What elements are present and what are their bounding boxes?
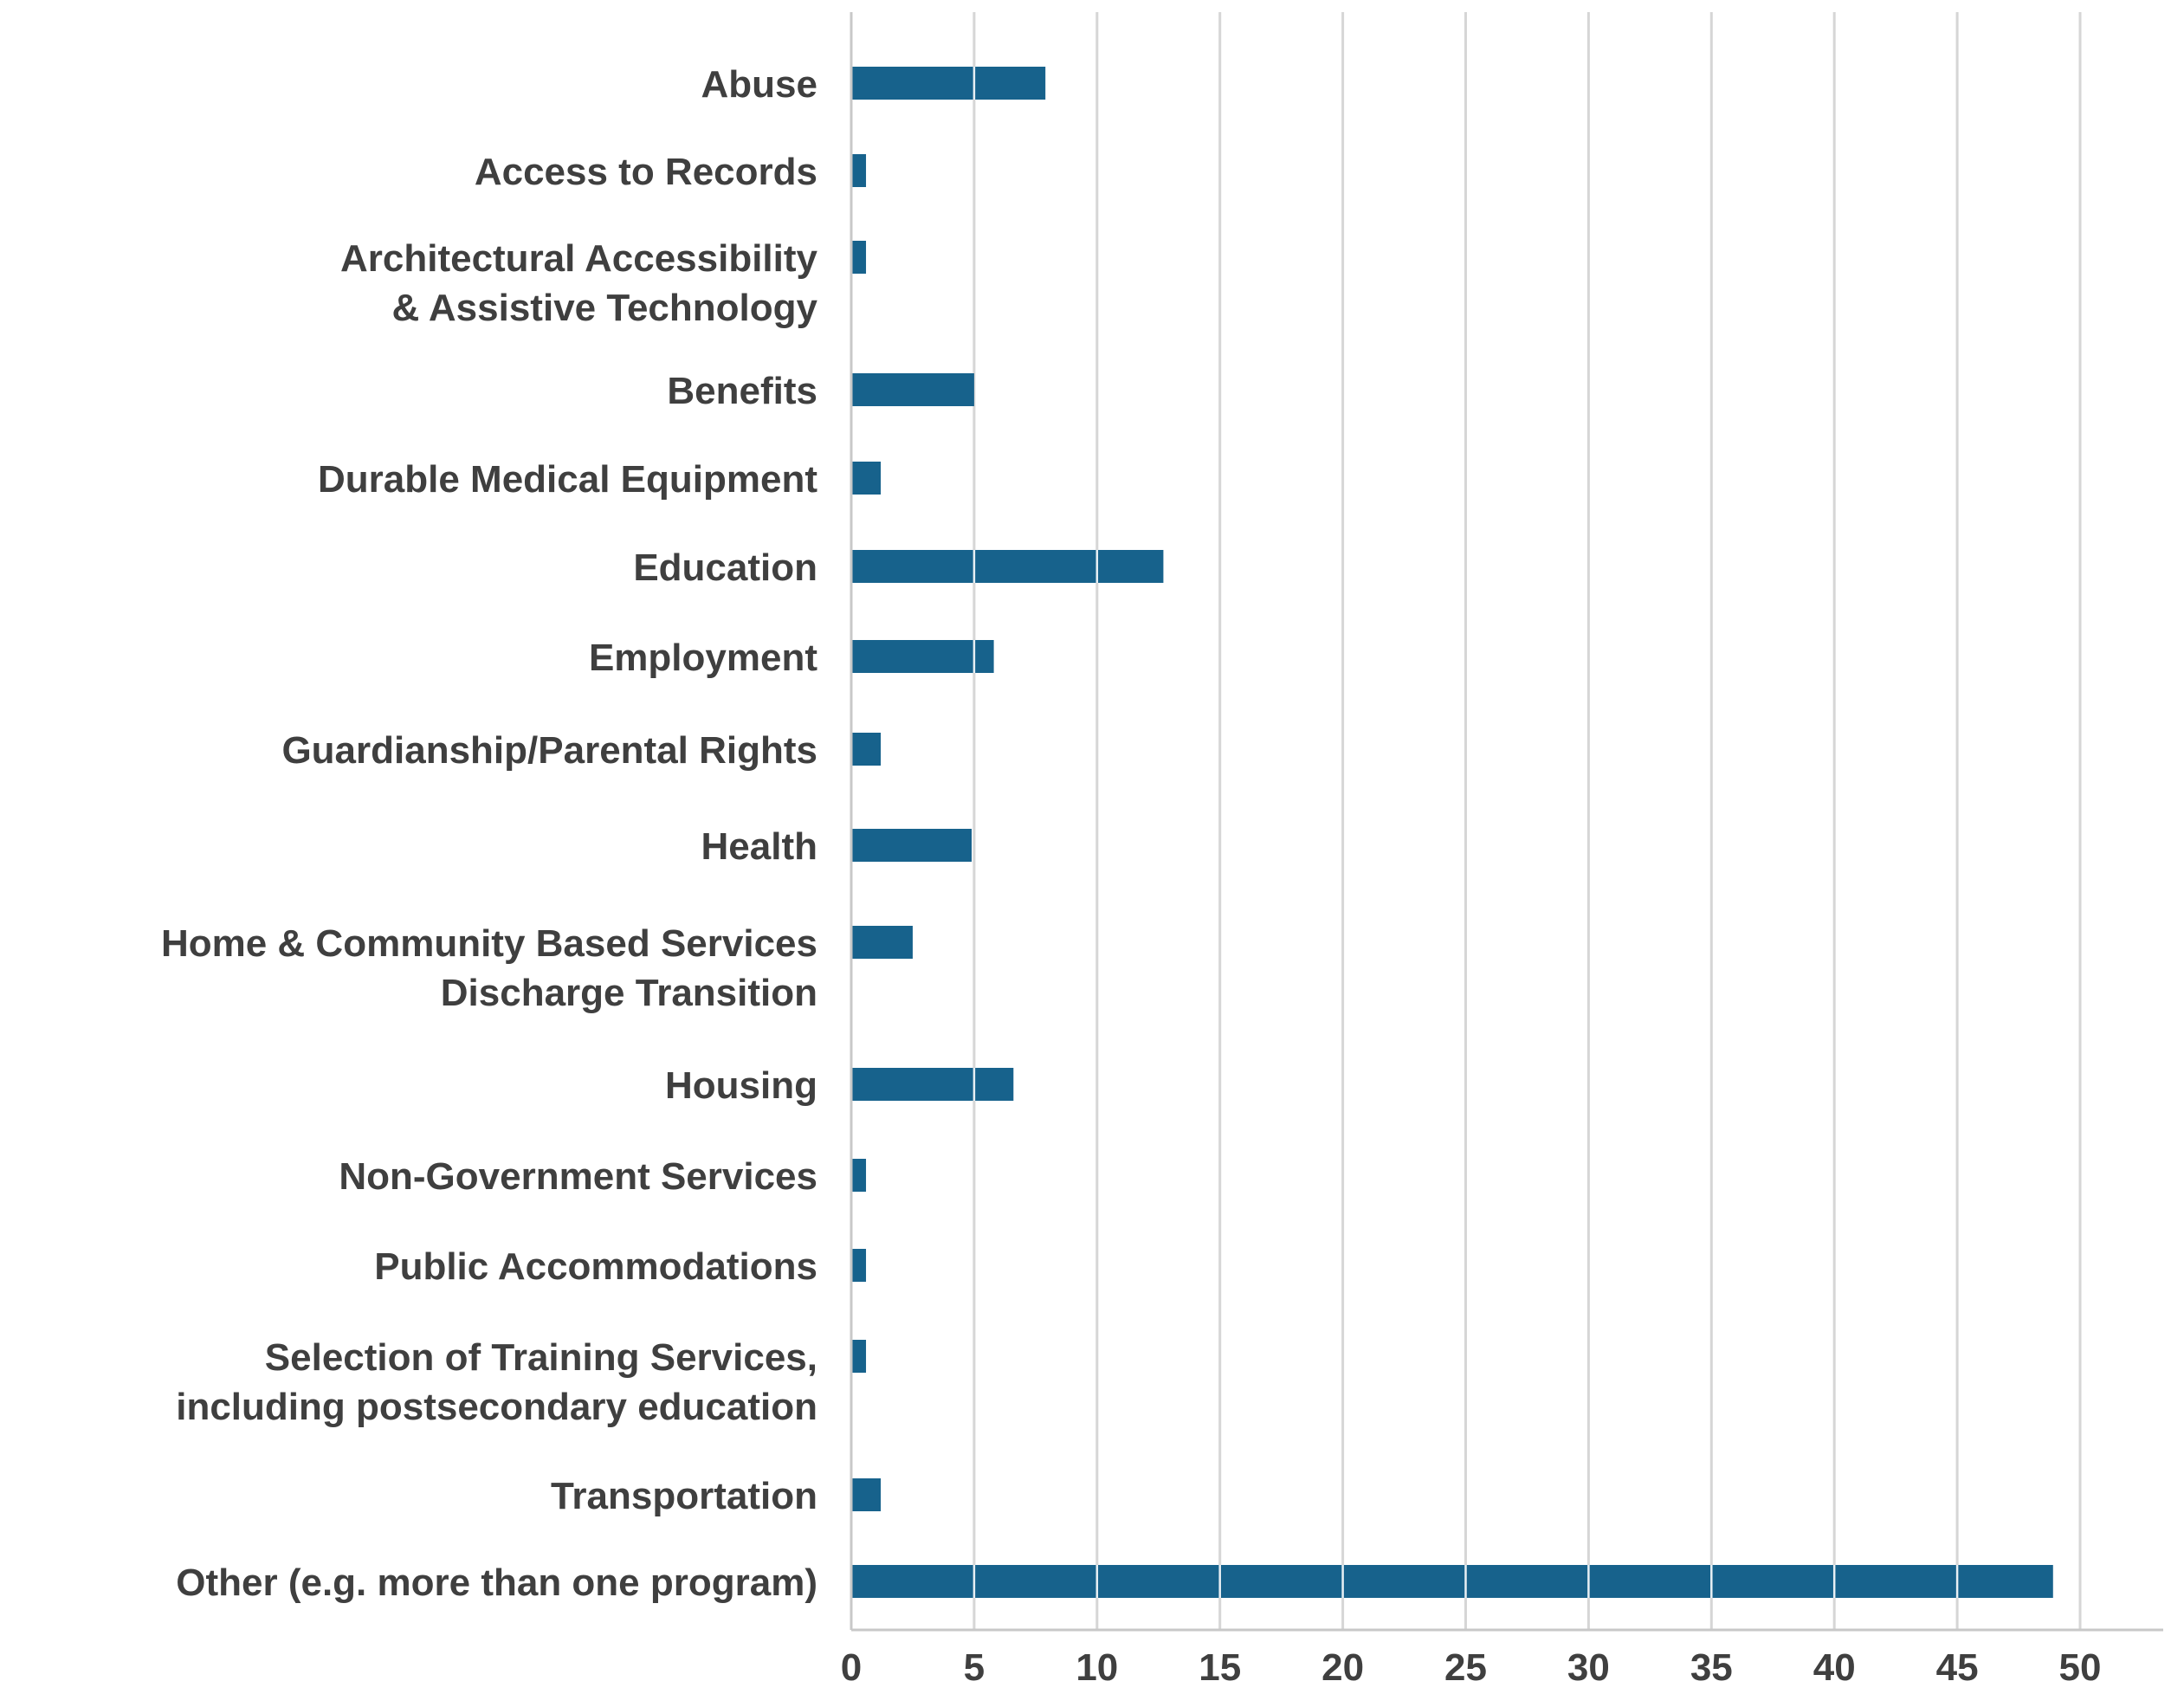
x-tick-label: 50 xyxy=(2059,1646,2102,1689)
x-tick-label: 35 xyxy=(1690,1646,1733,1689)
grid-layer xyxy=(972,12,2082,1630)
bar-layer xyxy=(851,67,2053,1598)
x-tick-label: 10 xyxy=(1076,1646,1118,1689)
bar xyxy=(851,829,972,862)
category-label: Health xyxy=(701,825,817,868)
bar xyxy=(851,733,882,766)
bar xyxy=(851,640,994,673)
x-tick-label: 0 xyxy=(841,1646,862,1689)
x-tick-label: 15 xyxy=(1199,1646,1241,1689)
category-label: Durable Medical Equipment xyxy=(318,458,817,501)
category-label: Home & Community Based Services Discharge… xyxy=(161,922,817,1014)
bar xyxy=(851,1565,2053,1598)
x-tick-label: 40 xyxy=(1813,1646,1856,1689)
category-label: Abuse xyxy=(701,63,817,106)
x-tick-label: 45 xyxy=(1936,1646,1979,1689)
category-label: Transportation xyxy=(551,1475,817,1517)
bar xyxy=(851,373,974,406)
category-label: Employment xyxy=(589,637,817,679)
x-tick-label: 25 xyxy=(1444,1646,1487,1689)
x-tick-label: 30 xyxy=(1567,1646,1610,1689)
bar xyxy=(851,550,1164,583)
bar xyxy=(851,1249,867,1282)
overlay-grid-layer xyxy=(972,67,1959,1598)
x-tick-label: 20 xyxy=(1321,1646,1364,1689)
bar xyxy=(851,462,882,495)
axis-layer xyxy=(850,12,2163,1632)
bar xyxy=(851,1340,867,1373)
bar xyxy=(851,1478,882,1511)
category-label-layer: Abuse Access to Records Architectural Acce… xyxy=(161,63,818,1604)
bar xyxy=(851,1159,867,1192)
category-label: Public Accommodations xyxy=(374,1245,817,1288)
bar xyxy=(851,926,913,959)
category-label: Education xyxy=(633,546,817,589)
bar xyxy=(851,154,867,187)
bar xyxy=(851,241,867,274)
tick-label-layer: 0 5 10 15 20 25 30 35 40 45 50 xyxy=(841,1646,2102,1689)
bar xyxy=(851,1068,1014,1101)
category-label: Selection of Training Services, including… xyxy=(176,1336,817,1428)
x-tick-label: 5 xyxy=(964,1646,985,1689)
category-label: Architectural Accessibility & Assistive T… xyxy=(340,237,818,329)
category-label: Housing xyxy=(665,1064,817,1107)
category-label: Benefits xyxy=(667,370,817,412)
bar xyxy=(851,67,1046,100)
category-label: Other (e.g. more than one program) xyxy=(176,1562,817,1604)
category-label: Access to Records xyxy=(475,151,817,193)
category-label: Non-Government Services xyxy=(339,1155,817,1198)
category-label: Guardianship/Parental Rights xyxy=(281,729,817,772)
